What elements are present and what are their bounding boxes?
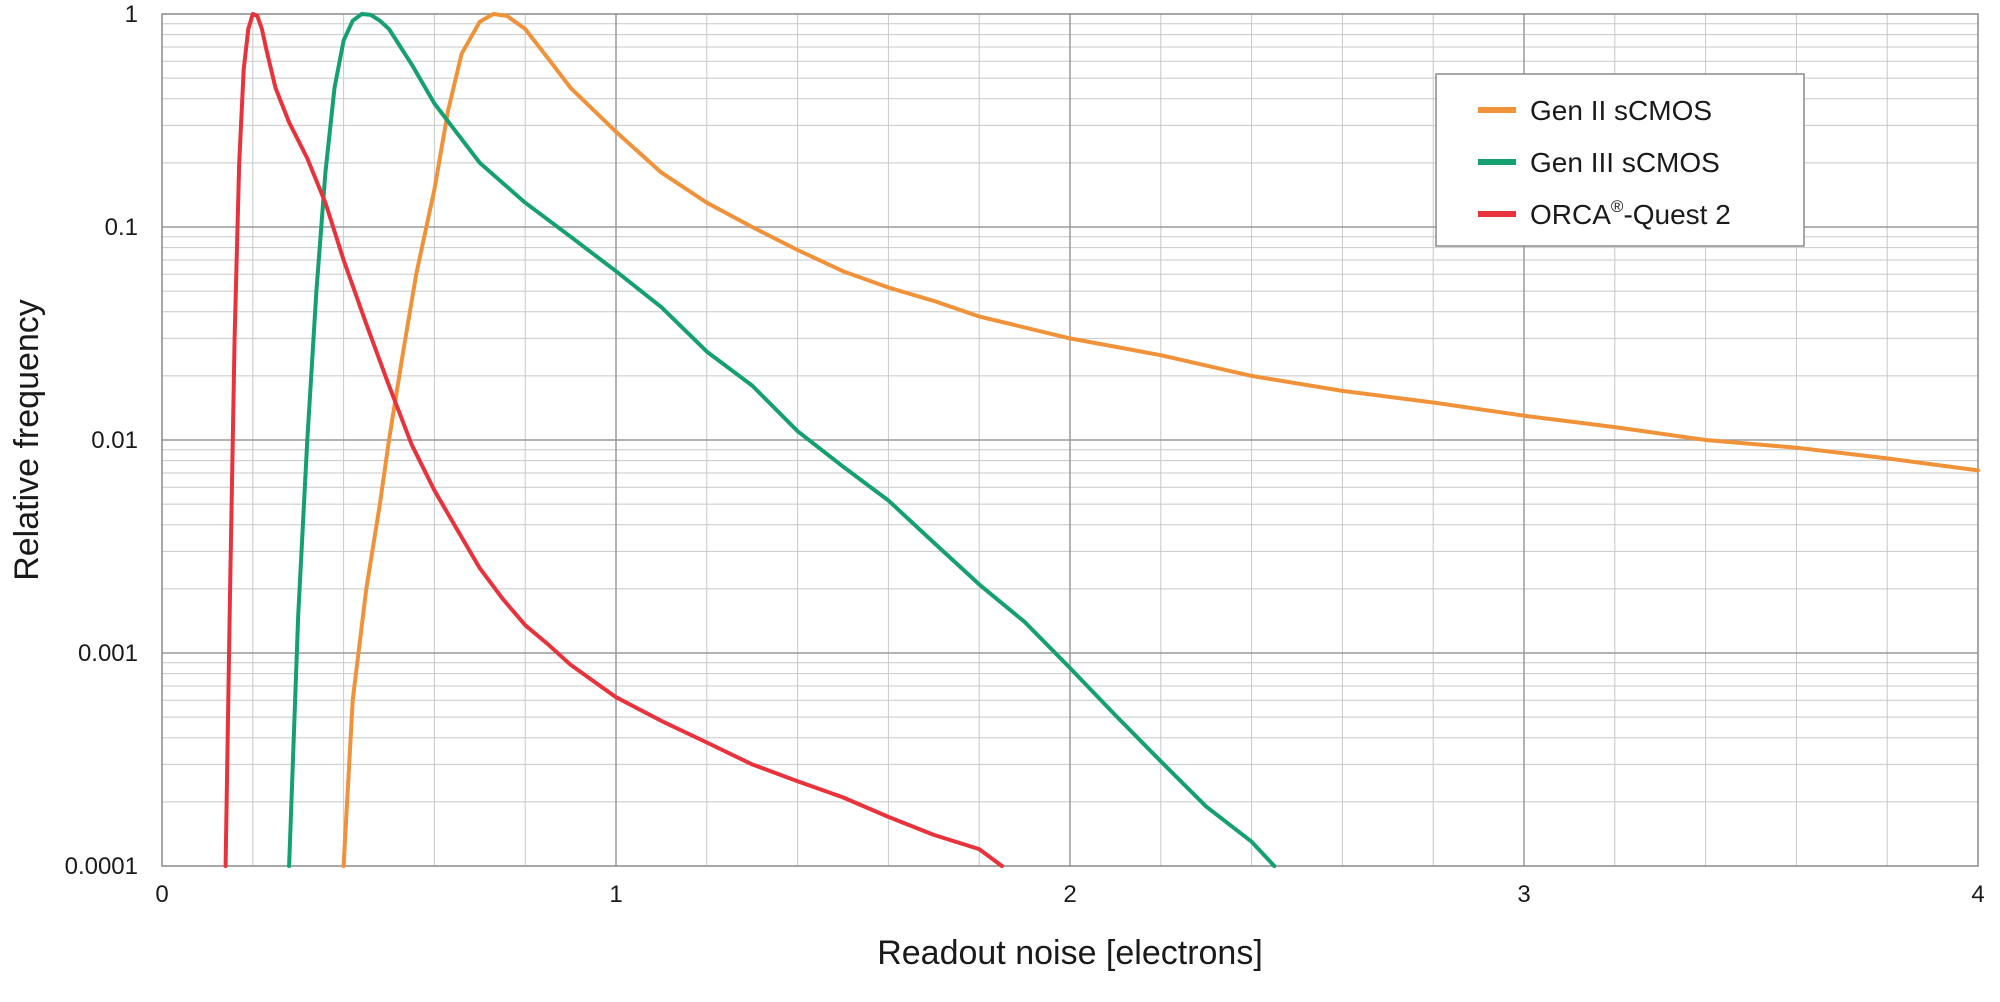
plot-area-border bbox=[161, 13, 1979, 867]
y-tick-label: 0.01 bbox=[91, 427, 138, 454]
x-axis-title: Readout noise [electrons] bbox=[877, 934, 1263, 972]
series-line-orca-quest-2 bbox=[223, 12, 1004, 868]
legend-label-main: ORCA bbox=[1530, 199, 1611, 230]
legend-label-superscript: ® bbox=[1611, 197, 1624, 216]
y-axis-tick-labels: 0.0001 0.001 0.01 0.1 1 bbox=[65, 1, 138, 880]
x-tick-label: 2 bbox=[1063, 881, 1076, 908]
legend-label-main: Gen II sCMOS bbox=[1530, 95, 1712, 126]
x-tick-label: 0 bbox=[155, 881, 168, 908]
legend-label: ORCA®-Quest 2 bbox=[1530, 197, 1731, 230]
legend-label: Gen III sCMOS bbox=[1530, 147, 1720, 178]
x-axis-tick-labels: 0 1 2 3 4 bbox=[155, 881, 1984, 908]
series-lines bbox=[223, 12, 1980, 868]
y-axis-title: Relative frequency bbox=[8, 299, 46, 581]
series-line-gen-iii-scmos bbox=[287, 12, 1277, 868]
series-line-gen-ii-scmos bbox=[341, 12, 1980, 868]
x-tick-label: 1 bbox=[609, 881, 622, 908]
legend-label-suffix: -Quest 2 bbox=[1623, 199, 1730, 230]
y-tick-label: 0.001 bbox=[78, 640, 138, 667]
x-tick-label: 4 bbox=[1971, 881, 1984, 908]
y-tick-label: 0.1 bbox=[105, 214, 138, 241]
legend-label-main: Gen III sCMOS bbox=[1530, 147, 1720, 178]
y-tick-label: 1 bbox=[125, 1, 138, 28]
y-tick-label: 0.0001 bbox=[65, 853, 138, 880]
legend: Gen II sCMOS Gen III sCMOS ORCA®-Quest 2 bbox=[1435, 73, 1805, 247]
x-tick-label: 3 bbox=[1517, 881, 1530, 908]
legend-label: Gen II sCMOS bbox=[1530, 95, 1712, 126]
